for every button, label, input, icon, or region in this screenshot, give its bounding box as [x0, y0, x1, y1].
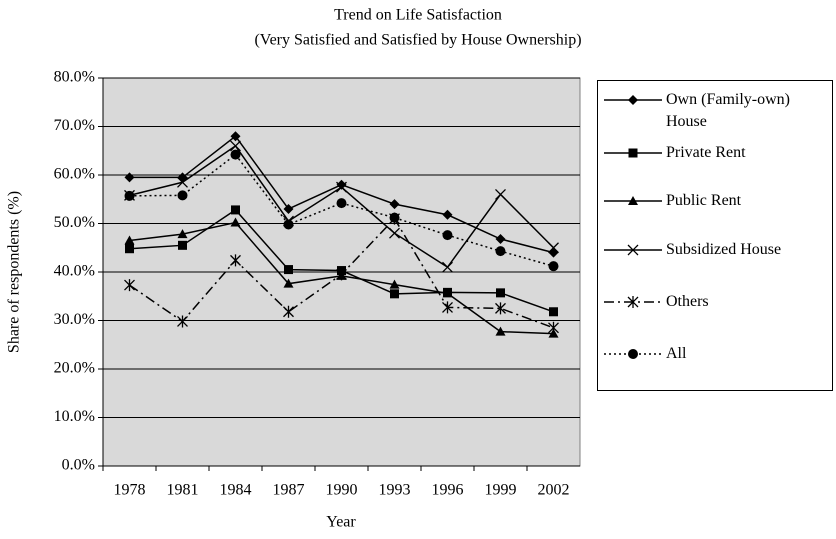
legend-swatch: [604, 95, 662, 105]
x-tick-label: 1996: [432, 482, 464, 499]
marker: [124, 172, 135, 183]
marker: [389, 212, 400, 223]
marker: [283, 219, 294, 230]
marker: [336, 179, 347, 190]
marker: [177, 229, 188, 239]
marker: [628, 95, 638, 105]
x-axis-label: Year: [326, 514, 356, 531]
chart-title: Trend on Life Satisfaction: [334, 7, 502, 24]
y-axis-label: Share of respondents (%): [6, 191, 23, 353]
marker: [495, 326, 506, 336]
marker: [336, 268, 347, 281]
marker: [495, 188, 506, 200]
marker: [495, 234, 506, 245]
marker: [336, 181, 347, 193]
marker: [284, 265, 293, 275]
marker: [125, 244, 134, 254]
legend-entry: Subsidized House: [602, 239, 830, 261]
marker: [177, 315, 188, 328]
marker: [442, 288, 453, 298]
legend-entry: Private Rent: [602, 142, 830, 164]
y-tick-label: 0.0%: [62, 457, 95, 474]
legend-label: Public Rent: [666, 192, 742, 209]
legend-swatch: [604, 148, 662, 158]
marker: [389, 279, 400, 289]
marker: [124, 235, 135, 245]
marker: [628, 196, 638, 205]
marker: [389, 199, 400, 210]
legend-label: All: [666, 345, 687, 362]
marker: [442, 230, 453, 241]
legend-swatch: [604, 349, 662, 359]
marker: [628, 148, 638, 158]
marker: [231, 205, 240, 215]
legend-label: Private Rent: [666, 144, 746, 161]
marker: [124, 279, 135, 292]
legend-entry: Public Rent: [602, 190, 830, 212]
marker: [124, 190, 135, 201]
marker: [177, 190, 188, 201]
marker: [230, 140, 241, 152]
series-line: [129, 153, 554, 267]
y-tick-label: 80.0%: [54, 69, 95, 86]
x-tick-label: 1984: [220, 482, 252, 499]
marker: [548, 242, 559, 254]
y-tick-label: 70.0%: [54, 117, 95, 134]
marker: [283, 203, 294, 214]
marker: [627, 244, 639, 256]
legend-label: Subsidized House: [666, 241, 782, 258]
x-tick-label: 1999: [485, 482, 517, 499]
y-tick-label: 60.0%: [54, 166, 95, 183]
legend-label: Others: [666, 293, 709, 310]
y-tick-label: 10.0%: [54, 408, 95, 425]
legend-entry: All: [602, 343, 830, 365]
marker: [495, 302, 506, 315]
marker: [389, 227, 400, 239]
marker: [549, 307, 558, 317]
marker: [442, 261, 453, 273]
marker: [442, 301, 453, 314]
legend-entry: Own (Family-own) House: [602, 89, 830, 133]
legend-swatch: [604, 296, 662, 308]
x-tick-label: 1981: [167, 482, 199, 499]
marker: [178, 240, 187, 250]
legend-entry: Others: [602, 291, 830, 313]
legend-swatch: [604, 244, 662, 256]
marker: [390, 289, 399, 299]
legend-swatch: [604, 196, 662, 205]
marker: [548, 261, 559, 272]
marker: [336, 198, 347, 209]
marker: [283, 278, 294, 288]
marker: [230, 149, 241, 160]
marker: [442, 209, 453, 220]
marker: [628, 349, 638, 359]
x-tick-label: 1987: [273, 482, 305, 499]
y-tick-label: 50.0%: [54, 214, 95, 231]
y-tick-label: 40.0%: [54, 263, 95, 280]
marker: [495, 246, 506, 257]
marker: [627, 296, 639, 308]
y-tick-label: 20.0%: [54, 360, 95, 377]
x-tick-label: 1993: [379, 482, 411, 499]
x-tick-label: 1990: [326, 482, 358, 499]
chart-subtitle: (Very Satisfied and Satisfied by House O…: [254, 32, 581, 49]
marker: [548, 321, 559, 334]
marker: [230, 217, 241, 227]
x-tick-label: 1978: [114, 482, 146, 499]
marker: [283, 305, 294, 318]
marker: [230, 254, 241, 267]
legend-label: Own (Family-own) House: [666, 91, 790, 130]
legend: Own (Family-own) House Private Rent Public…: [597, 80, 833, 391]
marker: [230, 131, 241, 142]
x-tick-label: 2002: [538, 482, 570, 499]
marker: [496, 288, 505, 298]
marker: [177, 176, 188, 188]
y-tick-label: 30.0%: [54, 311, 95, 328]
